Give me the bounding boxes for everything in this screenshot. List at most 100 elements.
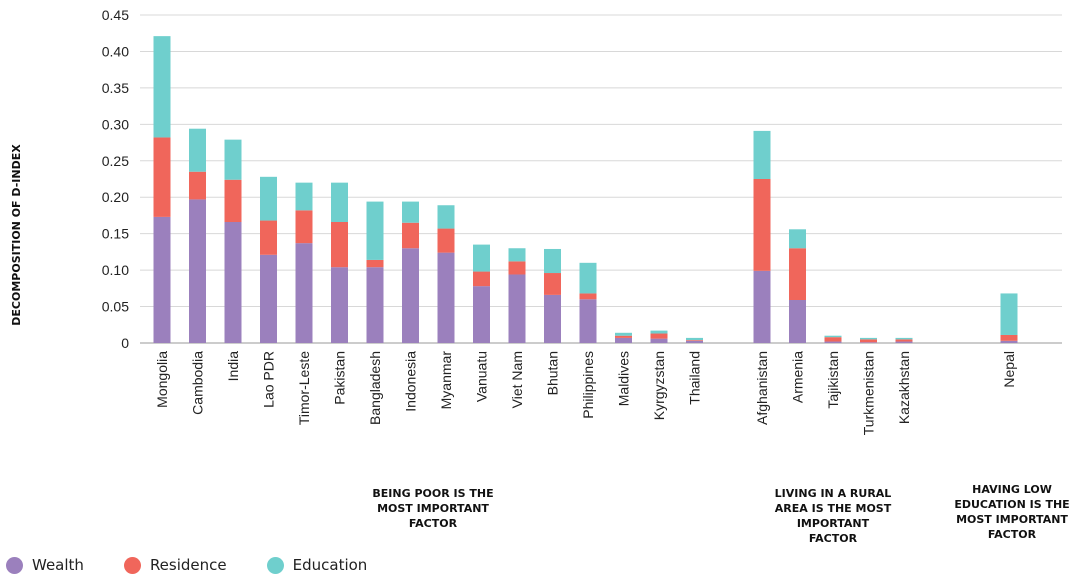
bar-segment-wealth <box>295 243 313 343</box>
y-tick-label: 0.20 <box>102 189 129 205</box>
bar-segment-education <box>824 335 842 338</box>
y-tick-label: 0.40 <box>102 43 129 59</box>
x-tick-label: Nepal <box>1001 351 1017 388</box>
legend-item-wealth: Wealth <box>6 556 84 574</box>
x-tick-label: Bangladesh <box>367 351 383 425</box>
bar-segment-residence <box>260 220 277 255</box>
bar-segment-wealth <box>579 299 597 343</box>
bar-segment-wealth <box>331 267 348 343</box>
bar-segment-wealth <box>860 342 877 343</box>
y-tick-label: 0.05 <box>102 299 129 315</box>
x-tick-label: Indonesia <box>403 351 419 412</box>
bar-segment-wealth <box>650 338 668 343</box>
bar-segment-residence <box>615 335 632 338</box>
x-tick-label: India <box>225 351 241 382</box>
group-label-line: FACTOR <box>987 528 1037 541</box>
group-label-line: MOST IMPORTANT <box>377 502 489 515</box>
x-tick-label: Kazakhstan <box>896 351 912 424</box>
bar-segment-wealth <box>753 270 771 343</box>
gridlines <box>140 14 1062 344</box>
group-label-line: FACTOR <box>408 517 458 530</box>
group-label-line: IMPORTANT <box>796 517 870 530</box>
bar-segment-residence <box>579 293 597 300</box>
group-label-line: EDUCATION IS THE <box>954 498 1070 511</box>
group-label-education: HAVING LOW EDUCATION IS THE MOST IMPORTANT… <box>942 482 1082 542</box>
group-label-poor: BEING POOR IS THE MOST IMPORTANT FACTOR <box>358 486 508 531</box>
bar-segment-wealth <box>789 299 806 343</box>
bar-segment-education <box>508 248 526 262</box>
x-tick-label: Afghanistan <box>754 351 770 425</box>
y-tick-label: 0.45 <box>102 7 129 23</box>
group-label-line: AREA IS THE MOST <box>774 502 892 515</box>
x-tick-label: Maldives <box>616 351 632 406</box>
bar-segment-residence <box>1000 334 1018 341</box>
bar-segment-residence <box>860 339 877 343</box>
bar-segment-wealth <box>366 267 384 343</box>
x-tick-label: Turkmenistan <box>861 351 877 435</box>
legend-label-wealth: Wealth <box>32 556 84 574</box>
y-tick-label: 0.35 <box>102 80 129 96</box>
bar-segment-education <box>789 229 806 249</box>
legend-swatch-education <box>266 556 284 574</box>
bar-segment-residence <box>824 337 842 342</box>
bar-segment-wealth <box>189 199 206 343</box>
bar-segment-education <box>753 130 771 179</box>
legend-label-education: Education <box>292 556 368 574</box>
bar-segment-education <box>473 244 490 272</box>
y-tick-label: 0.30 <box>102 116 129 132</box>
x-tick-label: Bhutan <box>545 351 561 395</box>
bar-segment-residence <box>331 222 348 268</box>
bar-segment-residence <box>544 273 561 295</box>
bar-segment-residence <box>895 339 913 342</box>
group-label-line: HAVING LOW <box>972 483 1052 496</box>
bar-segment-wealth <box>153 216 171 343</box>
bar-segment-wealth <box>686 340 703 343</box>
x-tick-label: Viet Nam <box>509 351 525 408</box>
x-tick-label: Kyrgyzstan <box>651 351 667 420</box>
bar-segment-education <box>579 262 597 294</box>
legend: Wealth Residence Education <box>6 556 407 574</box>
bar-segment-residence <box>508 261 526 275</box>
x-tick-label: Tajikistan <box>825 351 841 409</box>
bar-segment-residence <box>686 340 703 341</box>
legend-label-residence: Residence <box>149 556 227 574</box>
y-tick-label: 0.15 <box>102 226 129 242</box>
legend-item-education: Education <box>266 556 368 574</box>
bar-segment-residence <box>753 179 771 271</box>
group-label-line: BEING POOR IS THE <box>372 487 494 500</box>
group-label-rural: LIVING IN A RURAL AREA IS THE MOST IMPORTA… <box>753 486 913 546</box>
bar-segment-education <box>860 337 877 340</box>
bar-segment-residence <box>295 210 313 244</box>
legend-swatch-residence <box>123 556 141 574</box>
bar-segment-wealth <box>1000 340 1018 343</box>
x-tick-label: Timor-Leste <box>296 351 312 425</box>
bar-segment-education <box>650 330 668 334</box>
legend-swatch-wealth <box>6 556 23 574</box>
bar-segment-wealth <box>508 274 526 343</box>
group-label-line: LIVING IN A RURAL <box>774 487 892 500</box>
bars <box>153 36 1018 343</box>
bar-segment-wealth <box>544 294 561 343</box>
bar-segment-wealth <box>260 254 277 343</box>
x-tick-label: Myanmar <box>438 351 454 410</box>
bar-segment-wealth <box>615 337 632 343</box>
bar-segment-education <box>437 205 455 229</box>
bar-segment-residence <box>650 333 668 339</box>
bar-segment-education <box>331 182 348 223</box>
x-tick-label: Armenia <box>790 351 806 403</box>
bar-segment-wealth <box>824 341 842 343</box>
bar-segment-education <box>260 176 277 221</box>
bar-segment-residence <box>224 179 242 223</box>
bar-segment-residence <box>402 222 419 249</box>
x-tick-label: Mongolia <box>154 351 170 408</box>
x-tick-label: Thailand <box>687 351 703 405</box>
legend-item-residence: Residence <box>123 556 227 574</box>
bar-segment-education <box>686 337 703 341</box>
bar-segment-education <box>615 332 632 336</box>
bar-segment-wealth <box>402 248 419 343</box>
x-tick-label: Philippines <box>580 351 596 419</box>
bar-segment-residence <box>789 248 806 300</box>
y-tick-label: 0.25 <box>102 153 129 169</box>
bar-segment-residence <box>189 171 206 200</box>
